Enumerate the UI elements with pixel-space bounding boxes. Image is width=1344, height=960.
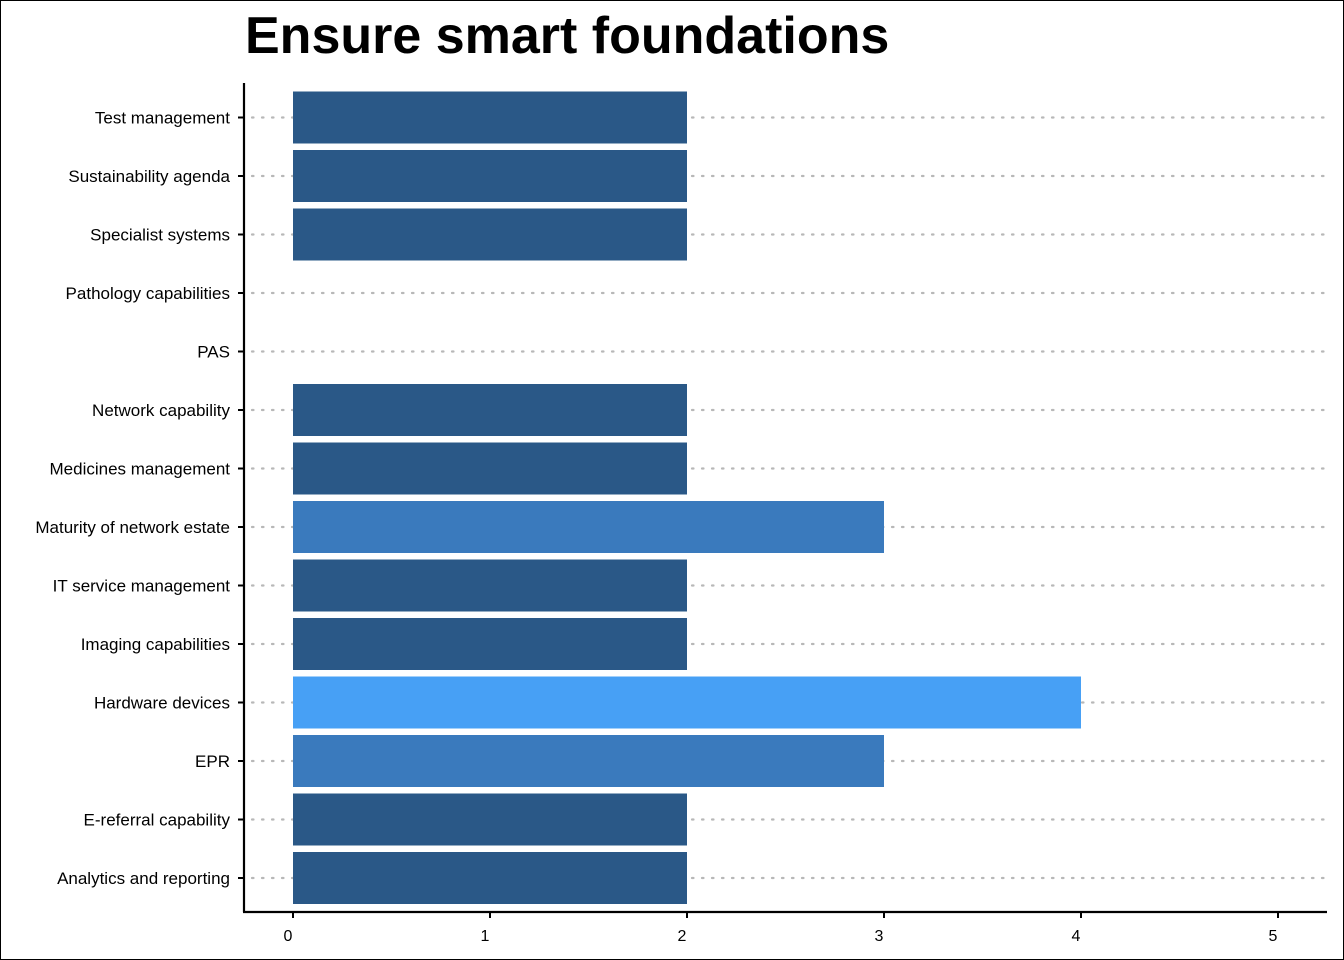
x-tick-label: 0 (284, 928, 293, 945)
x-tick-label: 5 (1269, 928, 1278, 945)
y-tick-label: Medicines management (50, 460, 231, 479)
y-tick-label: Specialist systems (90, 226, 230, 245)
y-tick-label: Imaging capabilities (81, 635, 230, 654)
bar (293, 150, 687, 202)
bar (293, 208, 687, 261)
bar (293, 501, 884, 553)
x-tick-label: 3 (875, 928, 884, 945)
y-tick-label: EPR (195, 752, 230, 771)
chart-title: Ensure smart foundations (245, 7, 890, 65)
y-tick-label: E-referral capability (84, 811, 231, 830)
y-tick-label: Network capability (92, 401, 230, 420)
bar (293, 91, 687, 144)
y-tick-label: Pathology capabilities (66, 284, 230, 303)
x-axis-ticks: 0 1 2 3 4 5 (284, 912, 1279, 945)
y-tick-label: IT service management (53, 577, 231, 596)
bar (293, 852, 687, 904)
bar (293, 442, 687, 495)
bar (293, 618, 687, 670)
bar (293, 384, 687, 436)
bar (293, 559, 687, 612)
bar (293, 793, 687, 846)
y-tick-label: Test management (95, 109, 230, 128)
x-tick-label: 1 (481, 928, 490, 945)
bar (293, 676, 1081, 729)
y-tick-label: PAS (197, 343, 230, 362)
x-tick-label: 2 (678, 928, 687, 945)
y-tick-label: Sustainability agenda (68, 167, 230, 186)
x-tick-label: 4 (1072, 928, 1081, 945)
y-axis-ticks: Test management Sustainability agenda Spec… (35, 109, 244, 888)
y-tick-label: Hardware devices (94, 694, 230, 713)
bars (293, 91, 1081, 904)
y-tick-label: Analytics and reporting (57, 869, 230, 888)
bar (293, 735, 884, 787)
axes (242, 83, 1327, 914)
y-tick-label: Maturity of network estate (35, 518, 230, 537)
